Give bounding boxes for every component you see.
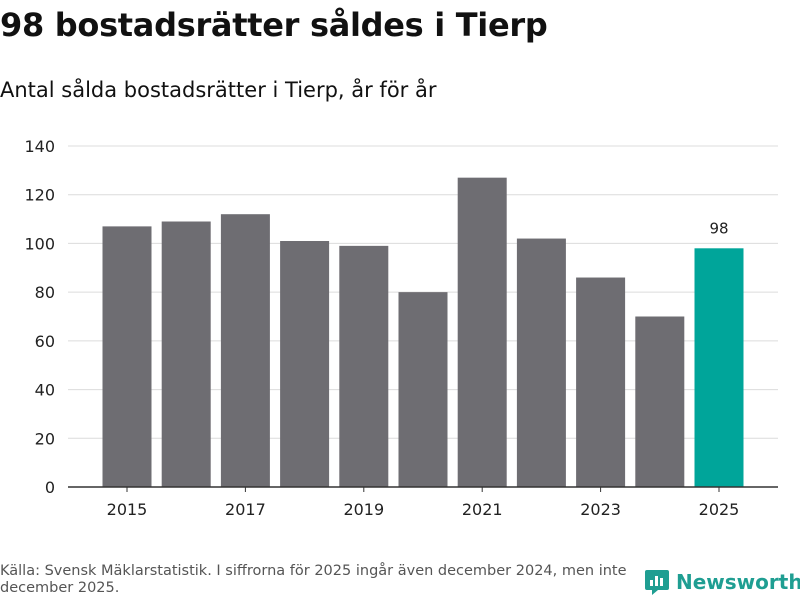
x-tick-label-2023: 2023 [580, 500, 621, 519]
bar-2025 [694, 248, 744, 487]
y-tick-label-80: 80 [35, 283, 55, 302]
bar-2023 [576, 277, 626, 487]
bar-2022 [516, 238, 566, 487]
y-tick-label-60: 60 [35, 332, 55, 351]
x-tick-label-2019: 2019 [343, 500, 384, 519]
x-tick-label-2017: 2017 [225, 500, 266, 519]
source-note: Källa: Svensk Mäklarstatistik. I siffror… [0, 563, 627, 596]
brand-name: Newsworthy [676, 570, 800, 594]
bar-2016 [161, 221, 211, 487]
x-tick-label-2015: 2015 [107, 500, 148, 519]
y-tick-label-140: 140 [24, 137, 55, 156]
bar-2024 [635, 316, 685, 487]
y-tick-label-100: 100 [24, 234, 55, 253]
data-label-2025: 98 [709, 219, 728, 237]
bar-2015 [102, 226, 152, 487]
x-tick-label-2021: 2021 [462, 500, 503, 519]
chart-subtitle: Antal sålda bostadsrätter i Tierp, år fö… [0, 78, 437, 102]
bar-2018 [280, 240, 330, 487]
bar-2021 [457, 177, 507, 487]
x-tick-label-2025: 2025 [699, 500, 740, 519]
y-tick-label-20: 20 [35, 429, 55, 448]
newsworthy-logo-icon [645, 570, 669, 595]
y-tick-label-0: 0 [45, 478, 55, 497]
bar-2020 [398, 292, 448, 487]
y-tick-label-40: 40 [35, 381, 55, 400]
bar-2017 [220, 214, 270, 487]
brand[interactable]: Newsworthy [644, 568, 800, 596]
chart-title: 98 bostadsrätter såldes i Tierp [0, 6, 548, 44]
y-tick-label-120: 120 [24, 186, 55, 205]
bar-2019 [339, 245, 389, 487]
